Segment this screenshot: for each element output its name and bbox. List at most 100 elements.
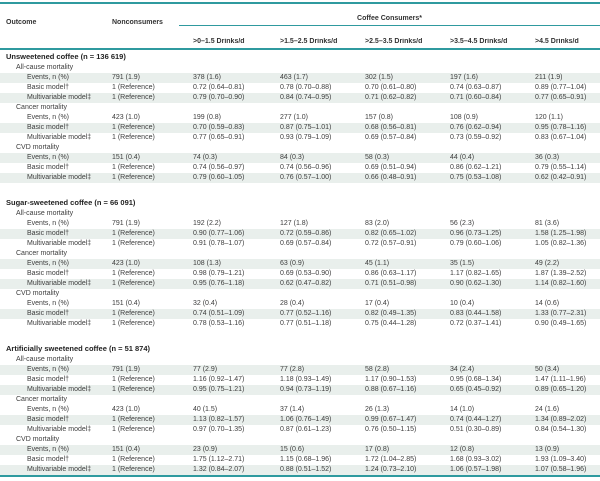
- value-cell: 0.98 (0.79–1.21): [193, 270, 245, 277]
- value-cell: 77 (2.8): [280, 366, 305, 373]
- value-cell: 211 (1.9): [535, 74, 563, 81]
- value-cell: 1.07 (0.58–1.96): [535, 466, 587, 473]
- value-cell: 74 (0.3): [193, 154, 218, 161]
- value-cell: 1.72 (1.04–2.85): [365, 456, 417, 463]
- row-label: Basic model†: [27, 376, 70, 383]
- table-row: Basic model† 1 (Reference) 0.98 (0.79–1.21…: [0, 269, 600, 279]
- table-row: Basic model† 1 (Reference) 1.75 (1.12–2.71…: [0, 455, 600, 465]
- value-cell: 151 (0.4): [112, 300, 141, 307]
- value-cell: 0.86 (0.63–1.17): [365, 270, 417, 277]
- row-label: Multivariable model‡: [27, 134, 92, 141]
- value-cell: 10 (0.4): [450, 300, 475, 307]
- value-cell: 0.94 (0.73–1.19): [280, 386, 332, 393]
- table-row: Events, n (%) 423 (1.0) 40 (1.5) 37 (1.4) 26…: [0, 405, 600, 415]
- row-label: Basic model†: [27, 230, 70, 237]
- table-row: Multivariable model‡ 1 (Reference) 0.79 (0…: [0, 173, 600, 183]
- table-header-row-1: Outcome Nonconsumers Coffee Consumers*: [0, 4, 600, 26]
- table-row: Basic model† 1 (Reference) 0.72 (0.64–0.81…: [0, 83, 600, 93]
- table-row: Multivariable model‡ 1 (Reference) 1.32 (0…: [0, 465, 600, 475]
- group-label: Cancer mortality: [16, 396, 67, 403]
- value-cell: 1 (Reference): [112, 230, 155, 237]
- group-label-row: All-cause mortality: [0, 209, 600, 219]
- value-cell: 56 (2.3): [450, 220, 475, 227]
- value-cell: 28 (0.4): [280, 300, 305, 307]
- coffee-consumers-group-header: Coffee Consumers*: [179, 15, 600, 26]
- value-cell: 1.24 (0.73–2.10): [365, 466, 417, 473]
- value-cell: 1.75 (1.12–2.71): [193, 456, 245, 463]
- value-cell: 14 (0.6): [535, 300, 560, 307]
- value-cell: 277 (1.0): [280, 114, 309, 121]
- table-row: Basic model† 1 (Reference) 0.90 (0.77–1.06…: [0, 229, 600, 239]
- group-label: All-cause mortality: [16, 356, 74, 363]
- value-cell: 58 (0.3): [365, 154, 390, 161]
- table-row: Events, n (%) 151 (0.4) 74 (0.3) 84 (0.3) 58…: [0, 153, 600, 163]
- section-spacer: [0, 183, 600, 196]
- value-cell: 0.79 (0.60–1.05): [193, 174, 245, 181]
- value-cell: 1 (Reference): [112, 134, 155, 141]
- value-cell: 423 (1.0): [112, 406, 141, 413]
- table-row: Events, n (%) 791 (1.9) 378 (1.6) 463 (1.7)…: [0, 73, 600, 83]
- value-cell: 0.78 (0.53–1.16): [193, 320, 245, 327]
- value-cell: 197 (1.6): [450, 74, 479, 81]
- table-body: Unsweetened coffee (n = 136 619) All-caus…: [0, 50, 600, 475]
- group-label-row: CVD mortality: [0, 435, 600, 445]
- row-label: Events, n (%): [27, 74, 70, 81]
- table-row: Basic model† 1 (Reference) 1.16 (0.92–1.47…: [0, 375, 600, 385]
- row-label: Events, n (%): [27, 220, 70, 227]
- value-cell: 36 (0.3): [535, 154, 560, 161]
- value-cell: 0.72 (0.57–0.91): [365, 240, 417, 247]
- value-cell: 24 (1.6): [535, 406, 560, 413]
- row-label: Events, n (%): [27, 114, 70, 121]
- value-cell: 120 (1.1): [535, 114, 564, 121]
- value-cell: 0.77 (0.65–0.91): [193, 134, 245, 141]
- drinks-col-header-3: >2.5–3.5 Drinks/d: [365, 38, 423, 45]
- group-label: CVD mortality: [16, 144, 60, 151]
- value-cell: 1 (Reference): [112, 416, 155, 423]
- row-label: Basic model†: [27, 456, 70, 463]
- row-label: Events, n (%): [27, 446, 70, 453]
- value-cell: 1.13 (0.82–1.57): [193, 416, 245, 423]
- value-cell: 0.84 (0.54–1.30): [535, 426, 587, 433]
- value-cell: 0.66 (0.48–0.91): [365, 174, 417, 181]
- value-cell: 0.87 (0.61–1.23): [280, 426, 332, 433]
- table-row: Basic model† 1 (Reference) 0.74 (0.51–1.09…: [0, 309, 600, 319]
- table-top-rule: [0, 2, 600, 4]
- value-cell: 0.69 (0.51–0.94): [365, 164, 417, 171]
- group-label-row: All-cause mortality: [0, 63, 600, 73]
- nonconsumers-column-header: Nonconsumers: [112, 19, 163, 26]
- value-cell: 83 (2.0): [365, 220, 390, 227]
- row-label: Multivariable model‡: [27, 386, 92, 393]
- table-row: Basic model† 1 (Reference) 1.13 (0.82–1.57…: [0, 415, 600, 425]
- value-cell: 37 (1.4): [280, 406, 305, 413]
- value-cell: 1.87 (1.39–2.52): [535, 270, 587, 277]
- value-cell: 1.14 (0.82–1.60): [535, 280, 587, 287]
- value-cell: 0.62 (0.47–0.82): [280, 280, 332, 287]
- header-bottom-rule: [0, 48, 600, 50]
- value-cell: 12 (0.8): [450, 446, 475, 453]
- value-cell: 14 (1.0): [450, 406, 475, 413]
- value-cell: 1.93 (1.09–3.40): [535, 456, 587, 463]
- section-title: Unsweetened coffee (n = 136 619): [6, 52, 126, 61]
- table-header-row-2: >0–1.5 Drinks/d >1.5–2.5 Drinks/d >2.5–3…: [0, 26, 600, 48]
- value-cell: 0.72 (0.59–0.86): [280, 230, 332, 237]
- row-label: Events, n (%): [27, 154, 70, 161]
- drinks-col-header-1: >0–1.5 Drinks/d: [193, 38, 245, 45]
- value-cell: 44 (0.4): [450, 154, 475, 161]
- row-label: Basic model†: [27, 270, 70, 277]
- table-row: Events, n (%) 791 (1.9) 77 (2.9) 77 (2.8) 58…: [0, 365, 600, 375]
- value-cell: 0.75 (0.44–1.28): [365, 320, 417, 327]
- row-label: Multivariable model‡: [27, 426, 92, 433]
- table-row: Multivariable model‡ 1 (Reference) 0.95 (0…: [0, 279, 600, 289]
- value-cell: 0.71 (0.60–0.84): [450, 94, 502, 101]
- value-cell: 35 (1.5): [450, 260, 475, 267]
- value-cell: 1.06 (0.57–1.98): [450, 466, 502, 473]
- value-cell: 108 (1.3): [193, 260, 222, 267]
- group-label-row: All-cause mortality: [0, 355, 600, 365]
- row-label: Events, n (%): [27, 366, 70, 373]
- value-cell: 199 (0.8): [193, 114, 222, 121]
- value-cell: 0.75 (0.53–1.08): [450, 174, 502, 181]
- value-cell: 0.69 (0.57–0.84): [280, 240, 332, 247]
- value-cell: 0.97 (0.70–1.35): [193, 426, 245, 433]
- value-cell: 0.71 (0.51–0.98): [365, 280, 417, 287]
- value-cell: 1.33 (0.77–2.31): [535, 310, 587, 317]
